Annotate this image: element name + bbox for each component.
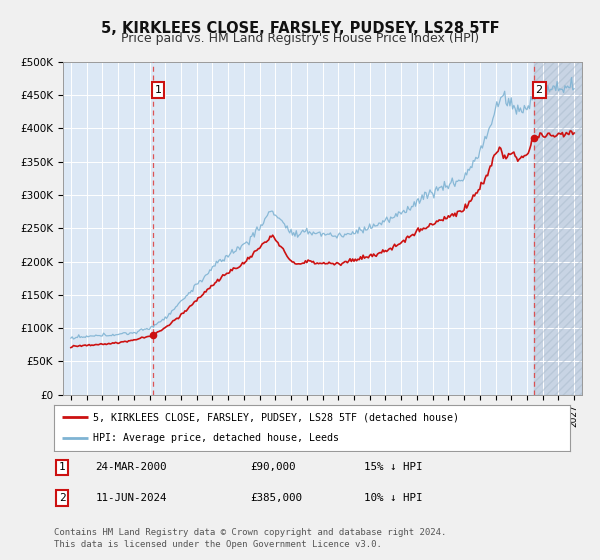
Text: 5, KIRKLEES CLOSE, FARSLEY, PUDSEY, LS28 5TF (detached house): 5, KIRKLEES CLOSE, FARSLEY, PUDSEY, LS28…	[92, 412, 459, 422]
Text: 1: 1	[59, 463, 65, 472]
Text: 24-MAR-2000: 24-MAR-2000	[95, 463, 167, 472]
Text: 11-JUN-2024: 11-JUN-2024	[95, 493, 167, 503]
Text: £90,000: £90,000	[250, 463, 296, 472]
Text: Contains HM Land Registry data © Crown copyright and database right 2024.
This d: Contains HM Land Registry data © Crown c…	[54, 528, 446, 549]
Text: 5, KIRKLEES CLOSE, FARSLEY, PUDSEY, LS28 5TF: 5, KIRKLEES CLOSE, FARSLEY, PUDSEY, LS28…	[101, 21, 499, 36]
Text: £385,000: £385,000	[250, 493, 302, 503]
Text: 1: 1	[155, 85, 161, 95]
Text: 10% ↓ HPI: 10% ↓ HPI	[364, 493, 422, 503]
Text: 2: 2	[59, 493, 65, 503]
Bar	[534, 62, 582, 395]
Bar	[534, 62, 582, 395]
Text: HPI: Average price, detached house, Leeds: HPI: Average price, detached house, Leed…	[92, 433, 338, 444]
Text: Price paid vs. HM Land Registry's House Price Index (HPI): Price paid vs. HM Land Registry's House …	[121, 32, 479, 45]
Text: 2: 2	[536, 85, 543, 95]
Text: 15% ↓ HPI: 15% ↓ HPI	[364, 463, 422, 472]
